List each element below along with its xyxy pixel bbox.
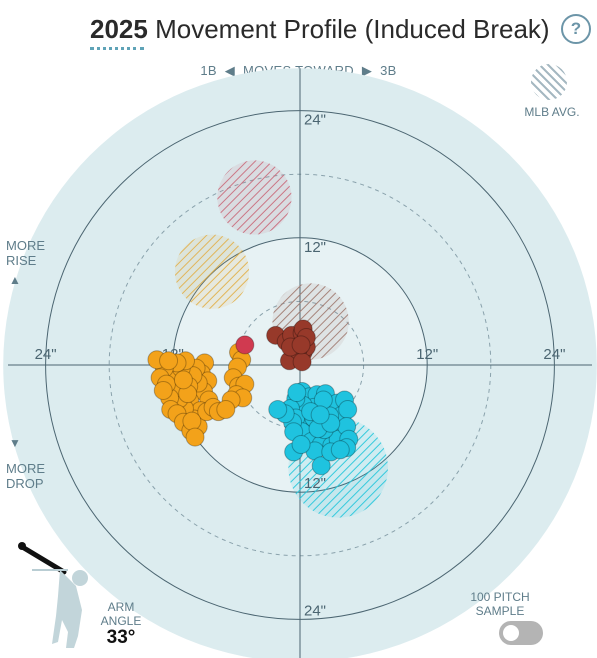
x-tick-label-3: 12" — [416, 346, 438, 363]
pitch-point-s0-46 — [159, 351, 179, 371]
sample-toggle-label: 100 PITCH SAMPLE — [462, 590, 538, 618]
mlb-avg-circle-1 — [174, 234, 250, 309]
pitch-point-s3-49 — [310, 405, 330, 425]
direction-right-label: 3B — [380, 63, 397, 78]
x-tick-label-0: 24" — [35, 346, 57, 363]
page-title: 2025 Movement Profile (Induced Break) — [90, 14, 550, 45]
more-drop-line-2: DROP — [6, 476, 44, 491]
pitch-point-s1-12 — [292, 352, 312, 372]
mlb-avg-label: MLB AVG. — [524, 105, 580, 119]
y-tick-label-1: 12" — [304, 239, 326, 256]
sample-toggle-label-line-1: 100 PITCH — [470, 590, 530, 604]
up-triangle-icon: ▲ — [9, 273, 21, 287]
mlb-avg-swatch — [531, 64, 567, 100]
help-button[interactable]: ? — [561, 14, 591, 44]
right-arrow-icon: ▶ — [361, 63, 373, 78]
y-tick-label-0: 24" — [304, 112, 326, 129]
pitch-point-s3-40 — [268, 400, 288, 420]
left-arrow-icon: ◀ — [224, 63, 236, 78]
y-tick-label-3: 24" — [304, 602, 326, 619]
sample-toggle[interactable] — [499, 621, 543, 645]
sample-toggle-label-line-2: SAMPLE — [475, 604, 525, 618]
x-tick-label-4: 24" — [543, 346, 565, 363]
pitch-point-s0-47 — [153, 380, 173, 400]
more-rise-label: MORE RISE — [6, 238, 45, 268]
pitch-point-s3-34 — [287, 383, 307, 403]
pitch-point-s3-30 — [338, 400, 358, 420]
pitch-point-s1-15 — [291, 335, 311, 355]
pitch-point-s0-37 — [216, 400, 236, 420]
y-tick-label-2: 12" — [304, 475, 326, 492]
title-text: Movement Profile (Induced Break) — [155, 14, 550, 44]
pitch-point-s0-45 — [173, 370, 193, 390]
more-rise-line-1: MORE — [6, 238, 45, 253]
title-year: 2025 — [90, 14, 148, 44]
more-drop-label: MORE DROP — [6, 461, 45, 491]
direction-left-label: 1B — [200, 63, 217, 78]
toggle-knob — [503, 625, 519, 641]
pitch-point-s2-0 — [235, 335, 255, 355]
pitch-point-s3-45 — [291, 435, 311, 454]
down-triangle-icon: ▼ — [9, 436, 21, 450]
more-rise-line-2: RISE — [6, 253, 37, 268]
title-underline — [90, 47, 144, 50]
arm-angle-value: 33° — [106, 627, 136, 648]
arm-angle-label-line-1: ARM — [107, 600, 135, 614]
mlb-avg-circle-0 — [217, 160, 292, 235]
pitch-point-s0-38 — [182, 411, 202, 431]
arm-angle-label: ARM ANGLE — [100, 600, 142, 628]
pitch-point-s3-44 — [311, 456, 331, 476]
pitcher-arm-angle-icon — [18, 542, 88, 648]
arm-angle-label-line-2: ANGLE — [100, 614, 142, 628]
pitch-point-s0-43 — [185, 427, 205, 447]
more-drop-line-1: MORE — [6, 461, 45, 476]
pitch-point-s3-47 — [330, 440, 350, 460]
